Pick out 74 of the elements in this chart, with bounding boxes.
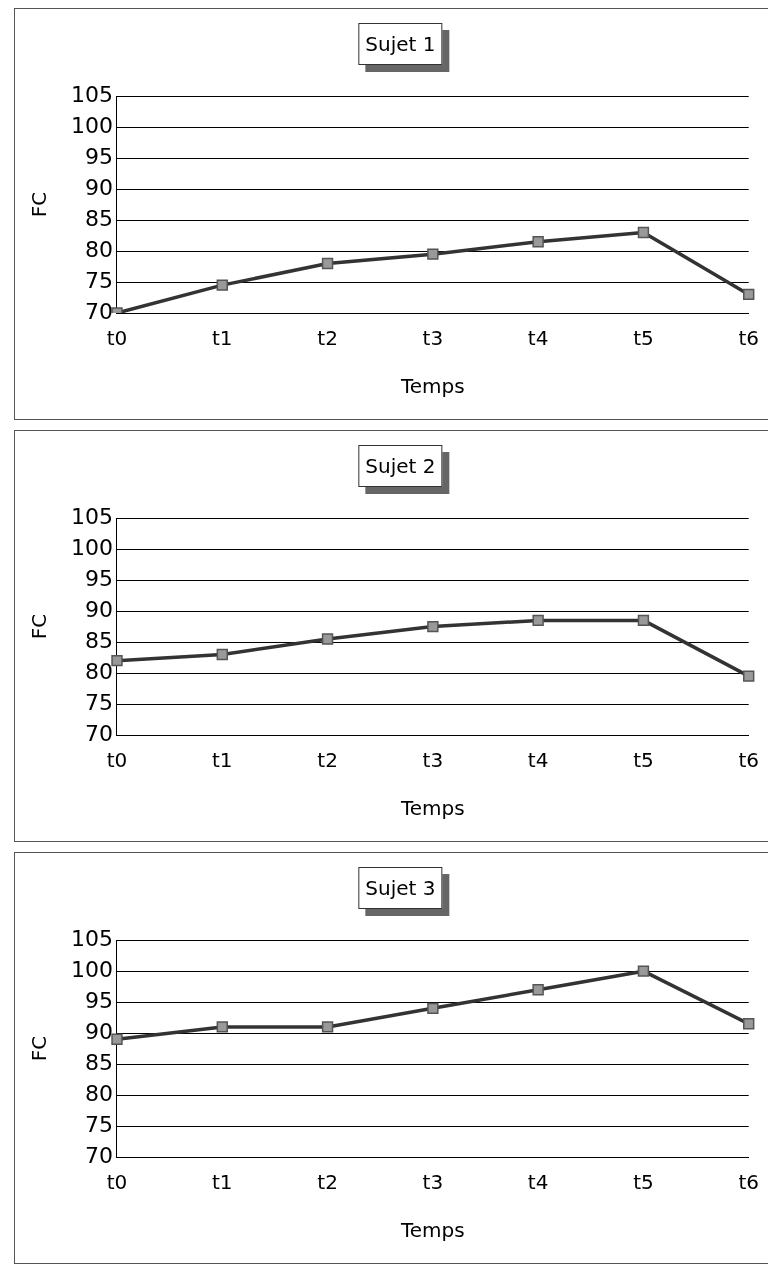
y-tick-label: 70 — [84, 720, 113, 746]
x-tick-label: t0 — [106, 1170, 128, 1195]
x-tick-label: t2 — [317, 1170, 338, 1195]
x-tick-label: t0 — [106, 748, 128, 773]
x-tick-label: t3 — [422, 748, 444, 773]
point — [532, 614, 544, 627]
x-tick-label: t6 — [738, 326, 760, 351]
point — [321, 633, 334, 645]
y-tick-label: 90 — [84, 596, 113, 622]
point — [216, 648, 228, 661]
y-tick-label: 90 — [84, 174, 113, 200]
x-tick-label: t5 — [633, 326, 654, 351]
point — [743, 288, 755, 301]
x-axis-title: Temps — [399, 374, 465, 399]
x-tick-label: t1 — [211, 1170, 233, 1195]
y-tick-label: 105 — [70, 81, 113, 107]
x-tick-label: t3 — [422, 1170, 444, 1195]
x-tick-label: t2 — [317, 748, 338, 773]
y-tick-label: 100 — [70, 956, 113, 982]
y-tick-label: 85 — [84, 627, 113, 653]
x-tick-label: t1 — [211, 326, 233, 351]
y-tick-label: 80 — [84, 658, 113, 684]
y-tick-label: 105 — [70, 503, 113, 529]
y-tick-label: 95 — [84, 143, 113, 169]
chart-title: Sujet 3 — [358, 867, 443, 909]
y-tick-label: 90 — [84, 1018, 113, 1044]
point — [637, 226, 650, 239]
x-tick-label: t4 — [527, 326, 549, 351]
x-tick-label: t3 — [422, 326, 444, 351]
point — [111, 654, 123, 667]
y-axis-title: FC — [27, 613, 52, 640]
y-tick-label: 85 — [84, 205, 113, 231]
x-tick-label: t5 — [633, 748, 654, 773]
x-axis-title: Temps — [399, 796, 465, 821]
y-tick-label: 100 — [70, 534, 113, 560]
x-tick-label: t4 — [527, 1170, 549, 1195]
point — [321, 257, 334, 270]
y-tick-label: 95 — [84, 987, 113, 1013]
point — [637, 965, 650, 977]
x-axis-title: Temps — [399, 1218, 465, 1243]
point — [532, 236, 544, 248]
point — [216, 1021, 228, 1033]
x-tick-label: t4 — [527, 748, 549, 773]
x-tick-label: t5 — [633, 1170, 654, 1195]
point — [637, 614, 650, 627]
point — [743, 1018, 755, 1030]
x-tick-label: t6 — [738, 1170, 760, 1195]
y-tick-label: 75 — [84, 1111, 113, 1137]
chart-title: Sujet 1 — [358, 23, 443, 65]
y-tick-label: 80 — [84, 1080, 113, 1106]
x-tick-label: t0 — [106, 326, 128, 351]
y-axis-title: FC — [27, 1035, 52, 1062]
point — [532, 984, 544, 996]
y-tick-label: 80 — [84, 236, 113, 262]
point — [427, 248, 439, 260]
chart-title: Sujet 2 — [358, 445, 443, 487]
y-tick-label: 105 — [70, 925, 113, 951]
x-tick-label: t6 — [738, 748, 760, 773]
y-tick-label: 75 — [84, 689, 113, 715]
y-tick-label: 70 — [84, 298, 113, 324]
x-tick-label: t1 — [211, 748, 233, 773]
point — [111, 1033, 123, 1046]
point — [743, 670, 755, 682]
y-axis-title: FC — [27, 191, 52, 218]
y-tick-label: 70 — [84, 1142, 113, 1168]
y-tick-label: 75 — [84, 267, 113, 293]
x-tick-label: t2 — [317, 326, 338, 351]
point — [216, 279, 228, 291]
point — [427, 1002, 439, 1015]
y-tick-label: 95 — [84, 565, 113, 591]
y-tick-label: 100 — [70, 112, 113, 138]
point — [427, 620, 439, 633]
y-tick-label: 85 — [84, 1049, 113, 1075]
point — [321, 1021, 334, 1033]
